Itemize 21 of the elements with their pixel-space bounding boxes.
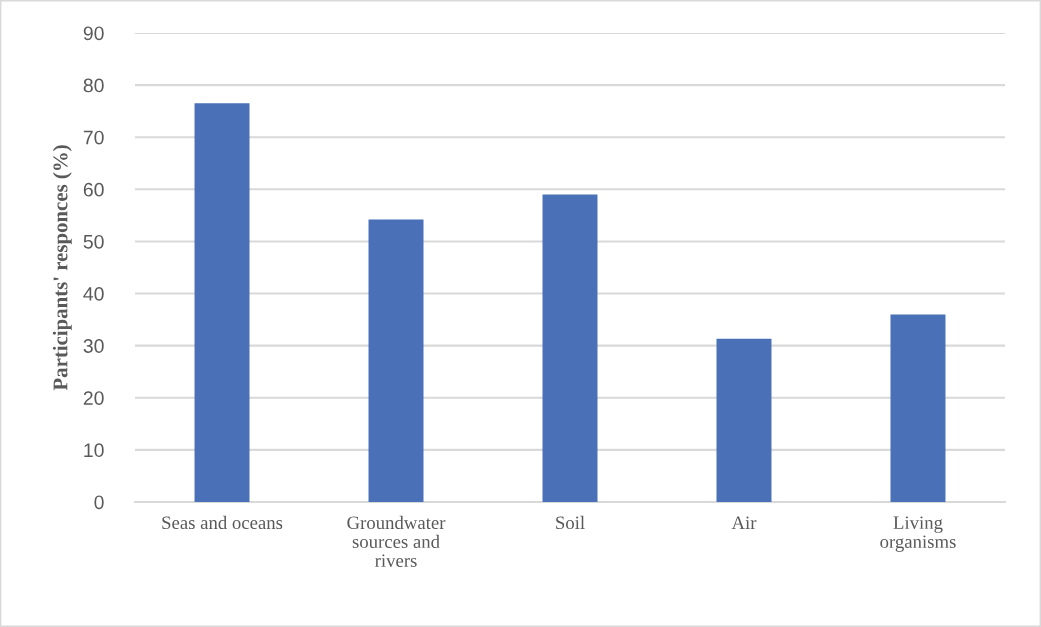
y-tick-label: 70: [83, 130, 104, 145]
bar: [890, 314, 946, 502]
y-tick-label: 80: [83, 78, 104, 93]
x-tick-label: Seas and oceans: [162, 515, 283, 530]
y-tick-label: 20: [83, 391, 104, 405]
x-tick-label: Air: [731, 516, 757, 529]
y-tick-label: 90: [83, 26, 104, 41]
bar: [194, 103, 250, 502]
bar: [368, 219, 424, 502]
x-tick-label: Soil: [556, 515, 585, 530]
bar: [716, 338, 772, 502]
y-tick-label: 30: [83, 339, 104, 353]
y-tick-label: 50: [83, 234, 104, 249]
y-axis-title: Participants' responces (%): [52, 145, 72, 391]
y-tick-label: 10: [84, 443, 104, 458]
y-tick-label: 40: [83, 287, 104, 301]
x-tick-label: Living organisms: [880, 516, 956, 552]
y-tick-label: 0: [94, 495, 104, 510]
bar: [542, 194, 598, 502]
x-tick-label: Groundwater sources and rivers: [347, 515, 446, 567]
y-tick-label: 60: [83, 182, 104, 197]
